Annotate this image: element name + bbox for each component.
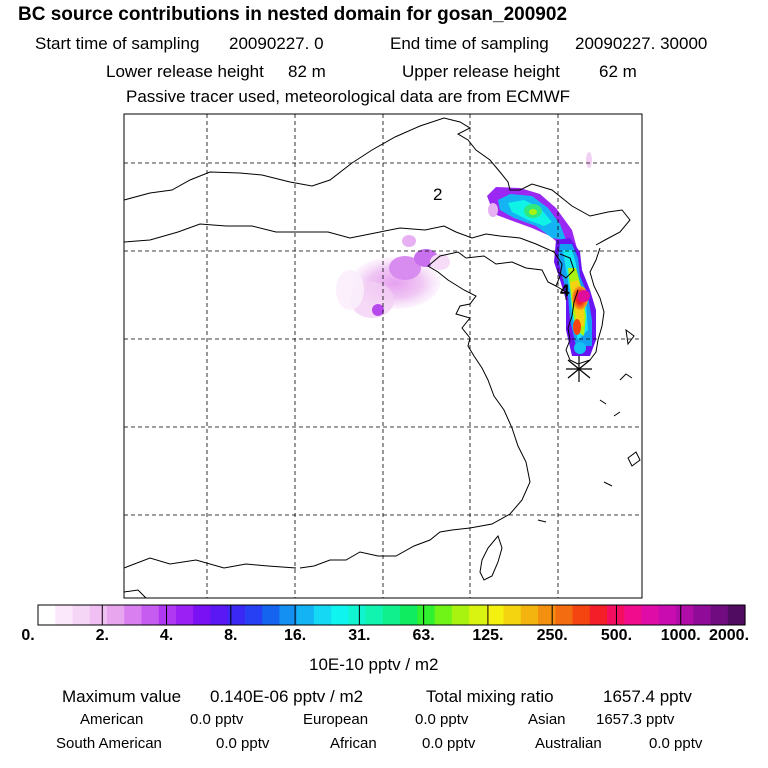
meteo-note: Passive tracer used, meteorological data…: [126, 87, 571, 106]
start-time-value: 20090227. 0: [229, 34, 324, 53]
coastlines: [124, 117, 641, 598]
australian-value: 0.0 pptv: [649, 735, 703, 752]
colorbar-swatch: [400, 605, 418, 625]
colorbar-swatch: [503, 605, 522, 625]
colorbar-swatch: [382, 605, 401, 625]
colorbar-swatch: [124, 605, 143, 625]
colorbar-units: 10E-10 pptv / m2: [309, 655, 439, 674]
colorbar-swatch: [624, 605, 643, 625]
colorbar-swatch: [589, 605, 608, 625]
colorbar-tick-label: 0.: [21, 627, 35, 644]
colorbar-swatch: [296, 605, 315, 625]
colorbar-tick-label: 8.: [224, 627, 238, 644]
lower-height-value: 82 m: [288, 62, 326, 81]
colorbar-swatch: [141, 605, 160, 625]
colorbar-swatch: [89, 605, 108, 625]
total-mixing-label: Total mixing ratio: [426, 687, 554, 706]
colorbar-swatch: [365, 605, 384, 625]
colorbar-swatch: [331, 605, 349, 625]
colorbar-swatch: [538, 605, 556, 625]
south-american-label: South American: [56, 735, 162, 752]
upper-height-value: 62 m: [599, 62, 637, 81]
colorbar-tick-label: 250.: [536, 627, 568, 644]
lower-height-label: Lower release height: [106, 62, 264, 81]
colorbar-swatch: [727, 605, 746, 625]
max-value: 0.140E-06 pptv / m2: [210, 687, 364, 706]
colorbar-swatch: [175, 605, 194, 625]
grid-lines: [124, 114, 642, 598]
colorbar-swatch: [348, 605, 367, 625]
colorbar-swatch: [469, 605, 487, 625]
european-label: European: [303, 711, 369, 728]
upper-height-label: Upper release height: [402, 62, 560, 81]
colorbar-swatch: [262, 605, 281, 625]
end-time-label: End time of sampling: [390, 34, 549, 53]
colorbar-swatch: [658, 605, 677, 625]
receptor-marker: [566, 356, 592, 382]
colorbar-swatch: [520, 605, 539, 625]
colorbar-swatch: [72, 605, 91, 625]
colorbar-swatch: [106, 605, 125, 625]
plume-northeast: [487, 152, 592, 252]
colorbar-dividers: [37, 605, 746, 625]
colorbar-swatch: [555, 605, 574, 625]
map-frame: [123, 113, 643, 599]
start-time-label: Start time of sampling: [35, 34, 200, 53]
colorbar-swatch: [210, 605, 229, 625]
colorbar-swatch: [244, 605, 263, 625]
african-label: African: [330, 735, 377, 752]
colorbar-tick-label: 500.: [600, 627, 633, 644]
colorbar-tick-label: 63.: [412, 627, 435, 644]
map-area: [124, 114, 642, 598]
colorbar-swatch: [158, 605, 177, 625]
south-american-value: 0.0 pptv: [216, 735, 270, 752]
european-value: 0.0 pptv: [415, 711, 469, 728]
colorbar-swatch: [693, 605, 712, 625]
region-label-4: 4: [560, 281, 570, 300]
asian-value: 1657.3 pptv: [596, 711, 675, 728]
asian-label: Asian: [528, 711, 566, 728]
chart-title: BC source contributions in nested domain…: [18, 4, 568, 25]
colorbar-tick-label: 2.: [95, 627, 109, 644]
colorbar: [38, 605, 746, 625]
colorbar-swatch: [227, 605, 246, 625]
colorbar-swatch: [434, 605, 453, 625]
colorbar-swatch: [572, 605, 591, 625]
colorbar-tick-label: 125.: [472, 627, 504, 644]
colorbar-swatch: [55, 605, 74, 625]
colorbar-tick-label: 16.: [283, 627, 307, 644]
american-value: 0.0 pptv: [190, 711, 244, 728]
plume-korea: [554, 238, 596, 356]
plume-inland: [336, 235, 450, 318]
american-label: American: [80, 711, 144, 728]
total-mixing-value: 1657.4 pptv: [603, 687, 692, 706]
colorbar-swatch: [710, 605, 729, 625]
colorbar-swatch: [486, 605, 505, 625]
colorbar-swatch: [451, 605, 470, 625]
colorbar-swatch: [641, 605, 660, 625]
colorbar-swatch: [417, 605, 436, 625]
colorbar-tick-label: 4.: [159, 627, 174, 644]
colorbar-tick-label: 31.: [348, 627, 371, 644]
max-value-label: Maximum value: [62, 687, 182, 706]
australian-label: Australian: [535, 735, 602, 752]
colorbar-swatch: [38, 605, 56, 625]
colorbar-swatch: [313, 605, 332, 625]
african-value: 0.0 pptv: [422, 735, 476, 752]
region-label-2: 2: [433, 185, 443, 204]
colorbar-tick-label: 2000.: [708, 627, 750, 644]
colorbar-swatch: [676, 605, 694, 625]
colorbar-tick-label: 1000.: [660, 627, 701, 644]
end-time-value: 20090227. 30000: [575, 34, 708, 53]
colorbar-swatch: [279, 605, 298, 625]
colorbar-swatch: [193, 605, 212, 625]
